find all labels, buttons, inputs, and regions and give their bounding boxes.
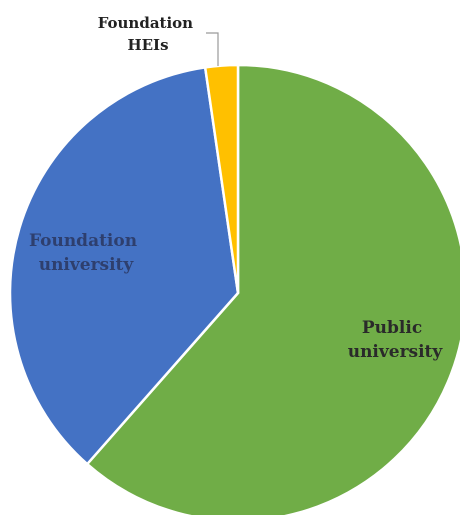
label-foundation-university-line2: university — [39, 255, 135, 275]
label-foundation-heis-line2: HEIs — [127, 36, 168, 54]
leader-line-foundation-heis — [206, 32, 219, 66]
pie-slice-foundation-university — [8, 65, 240, 466]
pie-slices — [8, 63, 460, 515]
label-public-university-line1: Public — [362, 318, 422, 338]
label-foundation-university-line1: Foundation — [29, 231, 137, 251]
label-foundation-heis-line1: Foundation — [98, 14, 193, 32]
pie-slice-foundation-heis — [203, 63, 240, 294]
label-foundation-heis: Foundation HEIs — [98, 14, 199, 54]
label-public-university-line2: university — [348, 342, 444, 362]
label-foundation-university: Foundation university — [29, 231, 143, 275]
pie-labels: Public university Foundation university … — [29, 14, 443, 362]
label-public-university: Public university — [348, 318, 444, 362]
pie-slice-public-university — [85, 63, 460, 515]
